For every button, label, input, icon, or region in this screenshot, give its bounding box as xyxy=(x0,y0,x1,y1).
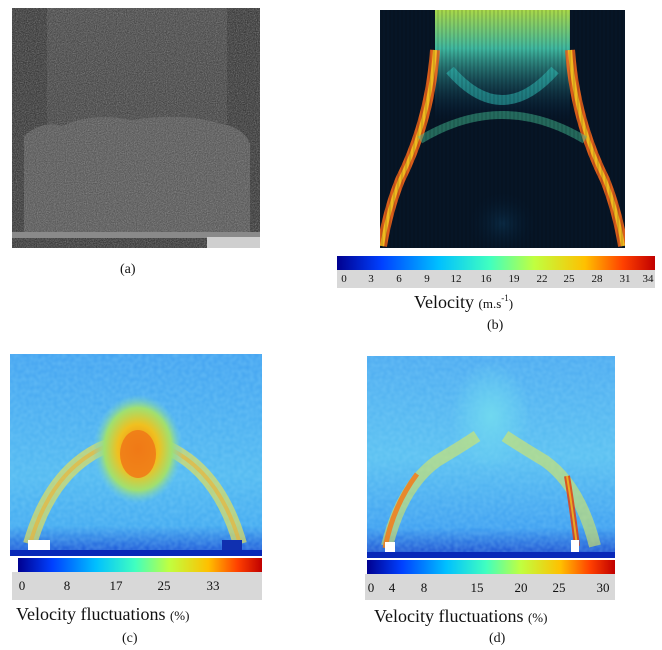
panel-a-particle-image xyxy=(12,8,260,248)
panel-b-label: (b) xyxy=(487,318,504,333)
colorbar-d-unit: (%) xyxy=(527,610,548,625)
colorbar-d-caption-text: Velocity fluctuations xyxy=(374,606,524,626)
panel-c-fluctuation-map xyxy=(10,354,262,556)
fluctuation-map-c-graphic xyxy=(10,354,262,556)
colorbar-b-tick: 6 xyxy=(396,273,402,285)
colorbar-b-tick: 25 xyxy=(563,273,575,285)
colorbar-d-tick-strip: 0 4 8 15 20 25 30 xyxy=(365,574,615,600)
colorbar-b-caption: Velocity (m.s-1) xyxy=(414,292,513,313)
colorbar-c-caption-text: Velocity fluctuations xyxy=(16,604,166,624)
colorbar-b-tick: 31 xyxy=(619,273,631,285)
colorbar-b-tick-strip: 0 3 6 9 12 16 19 22 25 28 31 34 xyxy=(337,270,655,288)
colorbar-b-tick: 12 xyxy=(450,273,462,285)
colorbar-c-tick: 0 xyxy=(18,578,26,593)
colorbar-d-gradient xyxy=(367,560,615,574)
velocity-field-graphic xyxy=(380,10,625,248)
colorbar-b-tick: 28 xyxy=(591,273,603,285)
colorbar-d-tick: 0 xyxy=(367,580,375,595)
colorbar-d-tick: 15 xyxy=(470,580,484,595)
colorbar-b-caption-text: Velocity xyxy=(414,292,474,312)
panel-d-fluctuation-map xyxy=(367,356,615,558)
fluctuation-map-d-graphic xyxy=(367,356,615,558)
colorbar-c-tick: 33 xyxy=(206,578,220,593)
colorbar-c-tick: 8 xyxy=(63,578,71,593)
colorbar-d-tick: 30 xyxy=(596,580,610,595)
panel-b-velocity-field xyxy=(380,10,625,248)
colorbar-b-unit-close: ) xyxy=(508,296,514,311)
colorbar-d-tick: 4 xyxy=(388,580,396,595)
colorbar-b xyxy=(337,256,655,270)
colorbar-c-unit: (%) xyxy=(169,608,190,623)
colorbar-b-tick: 16 xyxy=(480,273,492,285)
colorbar-b-tick: 34 xyxy=(642,273,654,285)
colorbar-c-tick: 25 xyxy=(157,578,171,593)
colorbar-c xyxy=(18,558,262,572)
particle-image-graphic xyxy=(12,8,260,248)
colorbar-d-tick: 8 xyxy=(420,580,428,595)
panel-d-label: (d) xyxy=(489,631,506,646)
colorbar-b-unit-exponent: -1 xyxy=(501,293,509,303)
colorbar-b-unit: (m.s xyxy=(478,296,502,311)
colorbar-c-caption: Velocity fluctuations (%) xyxy=(16,604,189,625)
colorbar-c-tick: 17 xyxy=(109,578,123,593)
colorbar-d-tick: 20 xyxy=(514,580,528,595)
colorbar-c-tick-strip: 0 8 17 25 33 xyxy=(12,572,262,600)
colorbar-b-tick: 3 xyxy=(368,273,374,285)
colorbar-b-tick: 0 xyxy=(341,273,347,285)
colorbar-d-caption: Velocity fluctuations (%) xyxy=(374,606,547,627)
colorbar-b-tick: 19 xyxy=(508,273,520,285)
colorbar-d xyxy=(367,560,615,574)
colorbar-b-tick: 9 xyxy=(424,273,430,285)
panel-c-label: (c) xyxy=(122,631,138,646)
colorbar-c-gradient xyxy=(18,558,262,572)
colorbar-b-tick: 22 xyxy=(536,273,548,285)
panel-a-label: (a) xyxy=(120,262,136,277)
colorbar-b-gradient xyxy=(337,256,655,270)
colorbar-d-tick: 25 xyxy=(552,580,566,595)
